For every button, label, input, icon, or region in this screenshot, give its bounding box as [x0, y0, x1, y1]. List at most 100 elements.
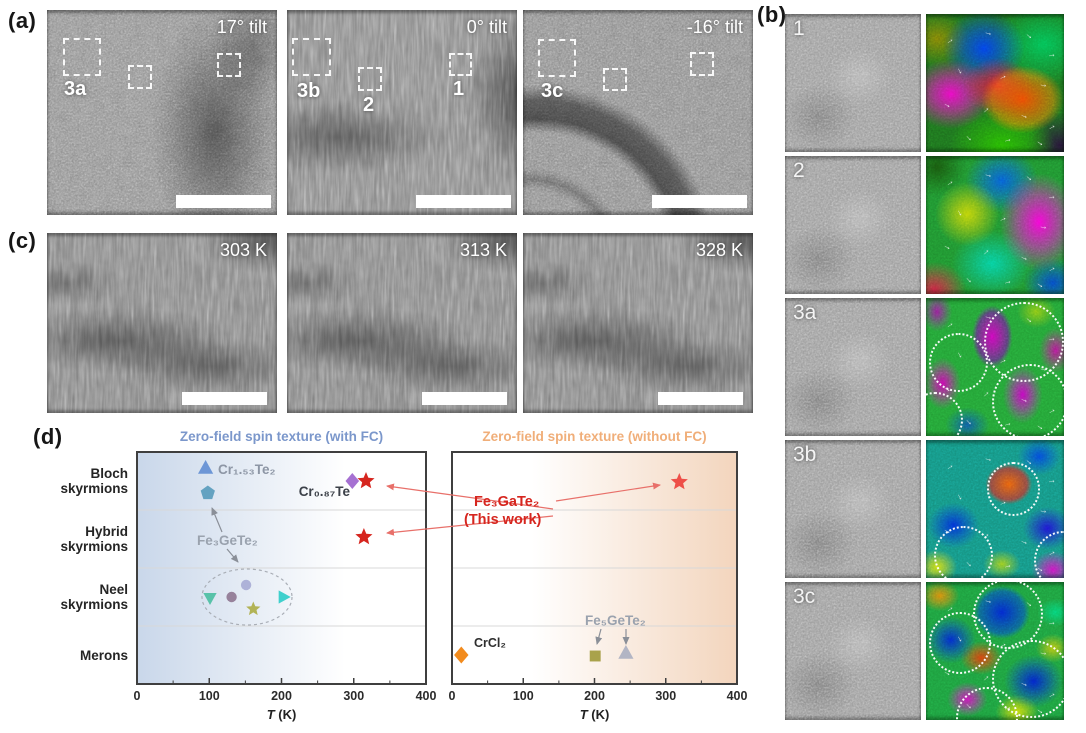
row-label: 2 [793, 159, 805, 182]
svg-text:Cr₁.₅₃Te₂: Cr₁.₅₃Te₂ [218, 462, 276, 477]
spin-direction-arrow-icon: → [978, 670, 993, 684]
temperature-label: 328 K [695, 240, 743, 260]
spin-direction-arrow-icon: → [1018, 250, 1031, 263]
svg-text:Neel: Neel [99, 582, 128, 597]
skyrmion-outline-circle [934, 525, 994, 578]
svg-text:(This work): (This work) [464, 512, 542, 528]
panel-b-spin-texture-map-3a: → → → → → → → → → → → → → → [926, 298, 1064, 436]
scale-bar [182, 392, 267, 405]
spin-direction-arrow-icon: → [1001, 133, 1014, 146]
region-label-3a: 3a [64, 78, 87, 100]
noise-texture [926, 14, 1064, 152]
skyrmion-outline-circle [986, 462, 1041, 516]
spin-direction-arrow-icon: → [954, 64, 968, 78]
panel-c-label: (c) [8, 228, 37, 253]
region-box-3c [538, 39, 576, 77]
spin-direction-arrow-icon: → [940, 239, 954, 253]
region-box-3b [292, 38, 331, 76]
svg-text:100: 100 [513, 689, 534, 703]
region-box-unlabeled-mid [603, 68, 627, 91]
spin-direction-arrow-icon: → [962, 130, 977, 144]
svg-text:skyrmions: skyrmions [60, 539, 128, 554]
panel-b-spin-texture-map-3b: → → → → → → → → → → → → → → [926, 440, 1064, 578]
svg-text:400: 400 [416, 689, 437, 703]
panel-d-chart: 0 100 200 300 400 Zero-field spin texture (wi… [60, 429, 748, 722]
scale-bar [422, 392, 507, 405]
svg-text:100: 100 [199, 689, 220, 703]
row-label: 3b [793, 443, 817, 466]
spin-direction-arrow-icon: → [1018, 534, 1031, 547]
spin-direction-arrow-icon: → [1001, 275, 1014, 288]
spin-direction-arrow-icon: → [978, 386, 993, 400]
panel-b-spin-texture-map-2: → → → → → → → → → → → → → → [926, 156, 1064, 294]
panel-c-micrograph-313k: 313 K [287, 233, 517, 413]
scale-bar [416, 195, 511, 208]
spin-direction-arrow-icon: → [978, 102, 993, 116]
temperature-label: 303 K [219, 240, 267, 260]
spin-direction-arrow-icon: → [940, 97, 954, 111]
row-label: 3a [793, 301, 817, 324]
temperature-label: 313 K [459, 240, 507, 260]
spin-direction-arrow-icon: → [1038, 220, 1050, 232]
panel-c-micrograph-303k: 303 K [47, 233, 277, 413]
svg-text:200: 200 [584, 689, 605, 703]
skyrmion-outline-circle [928, 332, 988, 392]
svg-text:Zero-field spin texture (with: Zero-field spin texture (with FC) [180, 429, 383, 444]
panel-a-micrograph-0deg: 0° tilt 3b 2 1 [287, 10, 517, 215]
noise-texture [926, 156, 1064, 294]
svg-text:skyrmions: skyrmions [60, 481, 128, 496]
spin-direction-arrow-icon: → [1018, 108, 1031, 121]
svg-text:0: 0 [449, 689, 456, 703]
spin-direction-arrow-icon: → [1046, 616, 1058, 628]
region-box-unlabeled-mid [128, 65, 152, 89]
spin-direction-arrow-icon: → [1038, 78, 1050, 90]
svg-text:200: 200 [271, 689, 292, 703]
svg-text:0: 0 [134, 689, 141, 703]
panel-a-micrograph-neg16deg: -16° tilt 3c [523, 10, 753, 215]
region-label-2: 2 [363, 94, 375, 116]
panel-a-label: (a) [8, 8, 37, 33]
spin-direction-arrow-icon: → [962, 272, 977, 286]
panel-a-micrograph-17deg: 17° tilt 3a [47, 10, 277, 215]
panel-b-ltem-image-3a: 3a [785, 298, 921, 436]
svg-text:Fe₃GeTe₂: Fe₃GeTe₂ [197, 533, 258, 548]
region-box-2 [358, 67, 382, 91]
row-label: 1 [793, 17, 805, 40]
svg-text:CrCl₂: CrCl₂ [474, 636, 506, 650]
spin-direction-arrow-icon: → [1046, 48, 1058, 60]
spin-direction-arrow-icon: → [982, 25, 995, 38]
tilt-label: -16° tilt [686, 17, 743, 37]
panel-b-ltem-image-2: 2 [785, 156, 921, 294]
spin-direction-arrow-icon: → [1023, 27, 1037, 42]
svg-text:400: 400 [727, 689, 748, 703]
svg-text:Fe₃GaTe₂: Fe₃GaTe₂ [474, 494, 539, 510]
panel-b-ltem-image-1: 1 [785, 14, 921, 152]
spin-direction-arrow-icon: → [954, 490, 968, 504]
noise-texture [785, 14, 921, 152]
spin-direction-arrow-icon: → [978, 244, 993, 258]
spin-direction-arrow-icon: → [982, 451, 995, 464]
svg-text:T (K): T (K) [580, 707, 610, 722]
spin-direction-arrow-icon: → [962, 414, 977, 428]
svg-text:300: 300 [343, 689, 364, 703]
region-box-unlabeled-right [217, 53, 241, 77]
spin-direction-arrow-icon: → [1038, 504, 1050, 516]
spin-direction-arrow-icon: → [982, 167, 995, 180]
spin-direction-arrow-icon: → [942, 317, 957, 331]
svg-text:Zero-field spin texture (witho: Zero-field spin texture (without FC) [482, 429, 706, 444]
panel-b-ltem-image-3b: 3b [785, 440, 921, 578]
svg-text:skyrmions: skyrmions [60, 597, 128, 612]
spin-direction-arrow-icon: → [1001, 559, 1014, 572]
spin-direction-arrow-icon: → [1034, 135, 1048, 149]
spin-direction-arrow-icon: → [995, 211, 1009, 225]
svg-text:Fe₅GeTe₂: Fe₅GeTe₂ [585, 613, 646, 628]
region-label-3b: 3b [297, 80, 321, 102]
panel-c-micrograph-328k: 328 K [523, 233, 753, 413]
panel-b-spin-texture-map-1: → → → → → → → → → → → → → → [926, 14, 1064, 152]
spin-direction-arrow-icon: → [1046, 474, 1058, 486]
panel-b-ltem-image-3c: 3c [785, 582, 921, 720]
svg-text:T (K): T (K) [267, 707, 297, 722]
tilt-label: 17° tilt [216, 17, 267, 37]
panel-d-label: (d) [33, 424, 63, 449]
region-box-1 [449, 53, 472, 76]
